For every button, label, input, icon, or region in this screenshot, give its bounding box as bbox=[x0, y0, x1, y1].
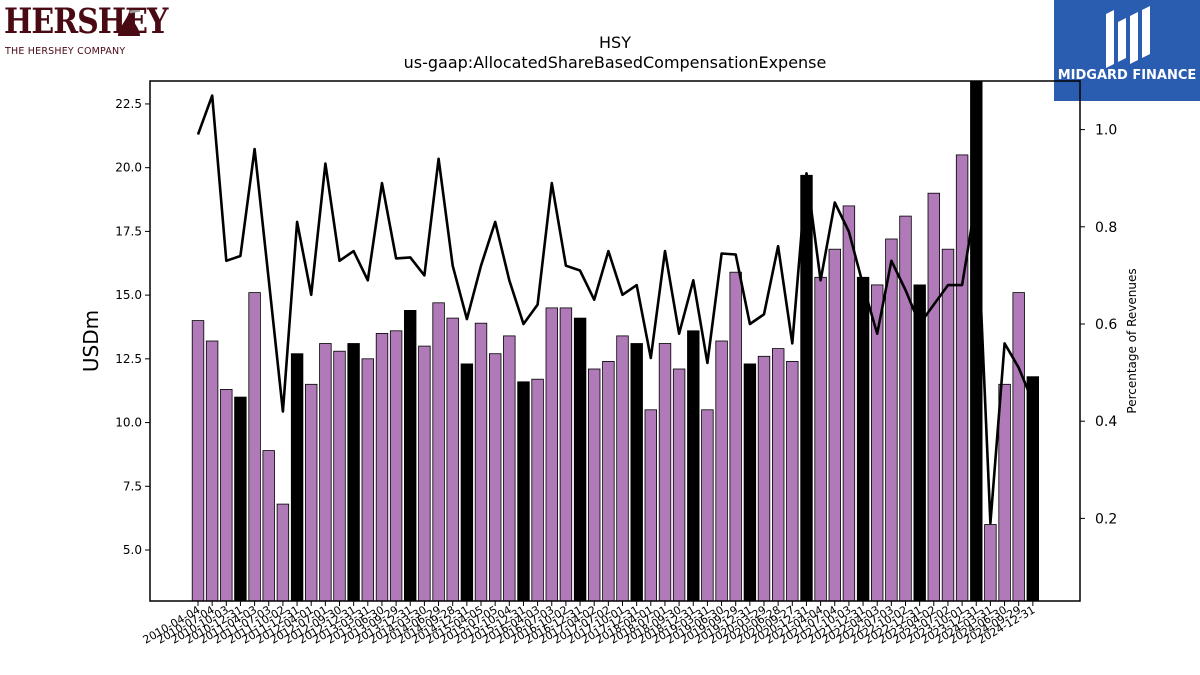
bar bbox=[262, 450, 275, 602]
bar bbox=[602, 360, 615, 602]
bar bbox=[474, 322, 488, 602]
bar bbox=[672, 368, 686, 602]
bar bbox=[941, 248, 955, 602]
bar bbox=[913, 284, 926, 602]
bar bbox=[191, 320, 205, 602]
bar bbox=[842, 205, 856, 602]
y-tick-label: 15.0 bbox=[115, 288, 142, 302]
bar bbox=[743, 363, 757, 602]
bar bbox=[970, 80, 983, 602]
y-tick-label: 22.5 bbox=[115, 97, 142, 111]
bar bbox=[559, 307, 573, 602]
bar bbox=[432, 302, 445, 602]
bar bbox=[488, 353, 502, 602]
bar bbox=[772, 348, 785, 602]
bar bbox=[403, 309, 417, 602]
series-line bbox=[196, 94, 1035, 525]
bar bbox=[800, 174, 813, 602]
bar bbox=[446, 317, 459, 602]
bar bbox=[531, 378, 544, 602]
y2-tick-label: 0.2 bbox=[1095, 511, 1117, 527]
bar bbox=[573, 317, 587, 602]
hershey-kiss-icon bbox=[118, 10, 141, 36]
y-tick-label: 12.5 bbox=[115, 352, 142, 366]
bar bbox=[984, 524, 997, 602]
y-tick-label: 5.0 bbox=[123, 543, 142, 557]
bar bbox=[814, 276, 827, 602]
bar bbox=[460, 363, 474, 602]
y-tick-label: 10.0 bbox=[115, 416, 142, 430]
bar bbox=[361, 358, 375, 602]
bar bbox=[389, 330, 403, 602]
bars-layer bbox=[191, 80, 1040, 602]
bar bbox=[998, 383, 1011, 602]
y2-tick-label: 0.8 bbox=[1095, 220, 1117, 236]
bar bbox=[630, 343, 643, 602]
plot-frame bbox=[149, 80, 1081, 602]
bar bbox=[205, 340, 219, 602]
bar bbox=[955, 154, 969, 602]
bar bbox=[658, 343, 672, 602]
bar bbox=[1026, 376, 1040, 602]
bar bbox=[503, 335, 516, 602]
x-axis: 2010-04-042010-07-042010-10-032010-12-31… bbox=[141, 601, 1037, 647]
bar bbox=[856, 276, 870, 602]
chart-subtitle: us-gaap:AllocatedShareBasedCompensationE… bbox=[404, 53, 827, 72]
bar bbox=[248, 292, 261, 602]
bar bbox=[616, 335, 629, 602]
bar bbox=[729, 271, 742, 602]
bar bbox=[545, 307, 559, 602]
bar bbox=[333, 350, 346, 602]
bar bbox=[885, 238, 898, 602]
bar bbox=[290, 353, 304, 602]
bar bbox=[276, 503, 290, 602]
right-axis: 0.2 0.4 0.6 0.8 1.0 bbox=[1080, 123, 1117, 527]
line-layer bbox=[196, 94, 1035, 525]
hershey-logo: HERSHEY THE HERSHEY COMPANY bbox=[4, 2, 168, 60]
bar bbox=[319, 343, 332, 602]
chart-title: HSY bbox=[599, 33, 631, 52]
midgard-emblem-icon bbox=[1106, 6, 1150, 68]
bar bbox=[588, 368, 601, 602]
y2-tick-label: 1.0 bbox=[1095, 123, 1117, 139]
midgard-finance-name: MIDGARD FINANCE bbox=[1057, 68, 1197, 83]
bar bbox=[644, 409, 658, 602]
y-tick-label: 17.5 bbox=[115, 224, 142, 238]
hershey-logo-wordmark: HERSHEY bbox=[4, 2, 168, 43]
bar bbox=[786, 360, 799, 602]
bar bbox=[418, 345, 431, 602]
bar bbox=[828, 248, 842, 602]
bar bbox=[715, 340, 728, 602]
bar bbox=[517, 381, 530, 602]
bar bbox=[347, 343, 360, 602]
bar bbox=[899, 215, 912, 602]
bar bbox=[375, 332, 389, 602]
bar bbox=[687, 330, 700, 602]
bar bbox=[701, 409, 714, 602]
bar bbox=[757, 355, 771, 602]
midgard-finance-logo: MIDGARD FINANCE bbox=[1054, 0, 1200, 101]
y-tick-label: 20.0 bbox=[115, 161, 142, 175]
y2-axis-label: Percentage of Revenues bbox=[1125, 268, 1139, 413]
bar bbox=[304, 383, 318, 602]
y2-tick-label: 0.6 bbox=[1095, 317, 1117, 333]
y-axis-label: USDm bbox=[79, 310, 103, 372]
bar bbox=[927, 192, 941, 602]
hershey-logo-tagline: THE HERSHEY COMPANY bbox=[5, 46, 126, 57]
y-tick-label: 7.5 bbox=[123, 479, 142, 493]
left-axis: 5.0 7.5 10.0 12.5 15.0 17.5 20.0 22.5 bbox=[115, 97, 150, 557]
bar bbox=[220, 388, 233, 602]
bar bbox=[1012, 292, 1025, 602]
y2-tick-label: 0.4 bbox=[1095, 414, 1117, 430]
bar bbox=[234, 396, 247, 602]
